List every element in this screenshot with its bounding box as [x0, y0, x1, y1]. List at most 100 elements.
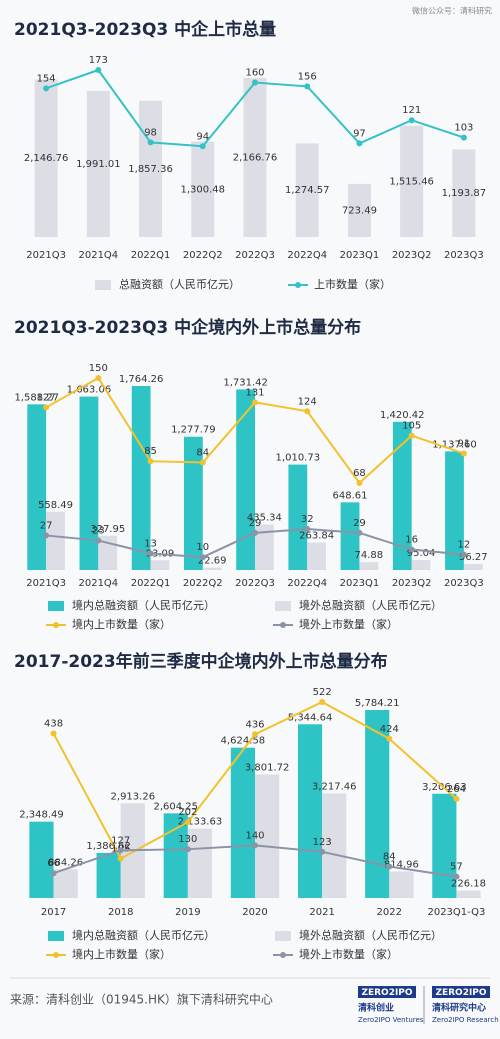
chart-title: 2021Q3-2023Q3 中企上市总量	[14, 19, 276, 40]
line-value-label: 57	[450, 862, 463, 873]
line-point	[304, 408, 311, 415]
line-point	[95, 67, 102, 73]
line-point	[117, 855, 124, 862]
line-point	[408, 432, 415, 439]
bar-value-label: 1,137.60	[432, 439, 477, 450]
legend-swatch	[280, 952, 286, 958]
legend-label: 境内总融资额（人民币亿元）	[72, 928, 215, 942]
line-value-label: 84	[383, 851, 396, 862]
line-value-label: 156	[298, 71, 317, 82]
line-point	[304, 83, 311, 90]
line-value-label: 29	[353, 518, 366, 529]
legend-swatch	[275, 601, 291, 611]
logo-en: Zero2IPO Ventures	[358, 1016, 424, 1024]
bar-value-label: 2,348.49	[19, 810, 64, 821]
x-tick-label: 2022Q1	[131, 578, 171, 589]
logo-box	[358, 986, 416, 998]
line-point	[408, 117, 415, 124]
bar	[131, 386, 151, 570]
line-point	[460, 134, 467, 141]
line-point	[408, 546, 415, 553]
line-value-label: 97	[353, 128, 366, 139]
bar-value-label: 1,420.42	[380, 410, 425, 421]
legend-label: 境外上市数量（家）	[299, 617, 398, 631]
bar-value-label: 1,857.36	[128, 164, 173, 175]
legend-swatch	[48, 601, 64, 611]
line-value-label: 121	[402, 105, 421, 116]
legend-swatch	[53, 622, 59, 628]
bar-value-label: 5,344.64	[288, 712, 333, 723]
bar	[255, 524, 274, 570]
x-tick-label: 2022Q4	[287, 578, 327, 589]
line-point	[95, 537, 102, 544]
legend-swatch	[48, 931, 64, 941]
legend-label: 境内上市数量（家）	[72, 947, 171, 961]
line-value-label: 150	[89, 363, 108, 374]
x-tick-label: 2023Q1	[340, 578, 380, 589]
bar-value-label: 4,624.58	[221, 736, 266, 747]
bar	[359, 562, 379, 570]
legend-label: 上市数量（家）	[314, 277, 391, 291]
bar-value-label: 1,991.01	[76, 159, 121, 170]
line-point	[252, 399, 258, 406]
bar	[340, 502, 360, 570]
x-tick-label: 2021	[309, 907, 334, 918]
logo-en: Zero2IPO Research	[432, 1016, 499, 1024]
line-point	[453, 795, 460, 802]
legend-swatch	[275, 931, 291, 941]
logo-mark: ZERO2IPO	[361, 988, 412, 998]
line-point	[252, 842, 258, 849]
line-value-label: 66	[47, 858, 60, 869]
x-tick-label: 2022Q3	[235, 250, 275, 261]
bar-value-label: 2,166.76	[233, 153, 278, 164]
line-point	[199, 143, 206, 150]
bar-value-label: 2,913.26	[111, 791, 156, 802]
x-tick-label: 2022Q4	[287, 250, 327, 261]
legend-swatch	[95, 280, 111, 290]
source: 来源：清科创业（01945.HK）旗下清科研究中心	[10, 992, 273, 1007]
x-tick-label: 2023Q3	[444, 578, 484, 589]
line-value-label: 91	[458, 439, 471, 450]
x-tick-label: 2018	[108, 907, 133, 918]
line-value-label: 16	[405, 535, 418, 546]
line-value-label: 29	[249, 518, 262, 529]
x-tick-label: 2022	[377, 907, 402, 918]
bar-value-label: 1,588.27	[14, 392, 59, 403]
line-value-label: 12	[458, 540, 471, 551]
line-point	[319, 699, 326, 705]
bar-value-label: 263.84	[299, 530, 334, 541]
x-tick-label: 2021Q4	[78, 250, 118, 261]
bar	[79, 396, 99, 570]
line-point	[252, 731, 258, 738]
bar	[183, 436, 203, 570]
line-point	[386, 863, 393, 870]
bar	[307, 542, 327, 570]
bar	[53, 869, 78, 898]
line-point	[304, 526, 311, 533]
bar	[295, 143, 319, 237]
bar	[29, 821, 54, 898]
bar	[96, 852, 121, 898]
line-point	[95, 375, 102, 381]
line-value-label: 10	[196, 542, 209, 553]
bar-value-label: 1,277.79	[171, 425, 216, 436]
bar-value-label: 1,663.06	[67, 385, 112, 396]
legend-swatch	[295, 282, 301, 288]
bar	[456, 890, 481, 898]
bar-value-label: 74.88	[355, 550, 384, 561]
bar-value-label: 1,386.62	[86, 841, 131, 852]
line-value-label: 160	[245, 68, 264, 79]
x-tick-label: 2021Q4	[78, 578, 118, 589]
x-tick-label: 2023Q1	[340, 250, 380, 261]
chart-title: 2017-2023年前三季度中企境内外上市总量分布	[14, 651, 388, 672]
line-point	[43, 404, 50, 411]
bar	[347, 183, 371, 237]
line-point	[147, 550, 154, 557]
x-tick-label: 2017	[41, 907, 66, 918]
line-point	[252, 79, 258, 86]
legend-label: 境内上市数量（家）	[72, 617, 171, 631]
line-point	[43, 85, 50, 92]
legend-label: 总融资额（人民币亿元）	[119, 277, 240, 291]
x-tick-label: 2020	[242, 907, 267, 918]
